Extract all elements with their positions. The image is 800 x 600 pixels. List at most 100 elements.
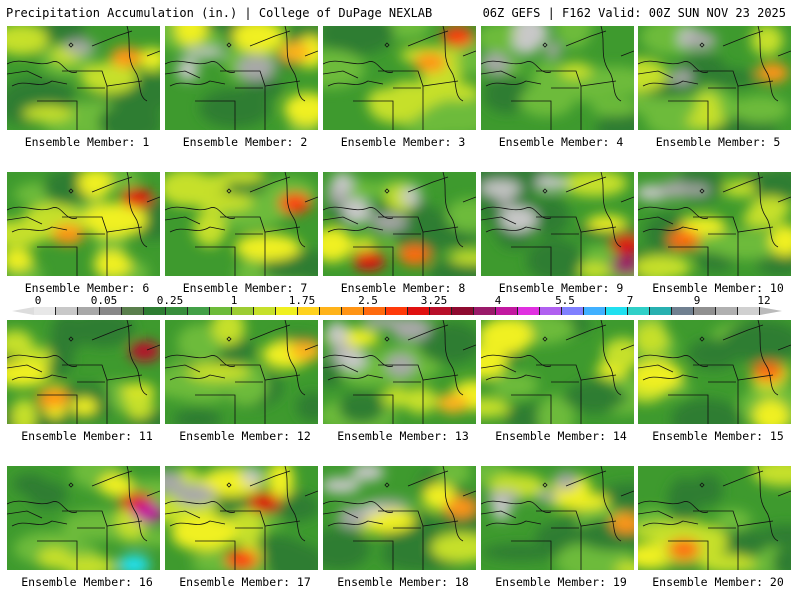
precip-field [692, 473, 724, 506]
precip-map [165, 26, 318, 130]
precip-hotspot [128, 341, 160, 362]
colorbar-segment [210, 307, 232, 315]
boundary-line [600, 320, 622, 396]
member-caption: Ensemble Member: 4 [498, 135, 624, 149]
colorbar-tick-label: 0.05 [90, 294, 118, 307]
station-marker [226, 188, 232, 194]
boundary-line [195, 246, 236, 276]
precip-field [193, 210, 226, 247]
precip-map-svg [165, 466, 318, 570]
boundary-line [327, 374, 384, 381]
boundary-line [757, 320, 779, 396]
precip-hotspot [36, 388, 69, 408]
boundary-line [668, 540, 709, 570]
precip-map [165, 466, 318, 570]
precip-field [709, 229, 785, 260]
boundary-line [220, 510, 301, 527]
precip-field [535, 175, 568, 191]
map-boundaries [481, 172, 634, 276]
precip-field [590, 98, 634, 116]
boundary-line [169, 80, 226, 87]
boundary-line [327, 80, 384, 87]
boundary-line [304, 490, 318, 497]
boundary-line [323, 70, 359, 79]
colorbar-max-arrow [760, 307, 782, 315]
precip-field [351, 466, 385, 481]
precip-field [638, 323, 669, 355]
precip-field [498, 229, 532, 250]
member-caption: Ensemble Member: 6 [24, 281, 150, 295]
precip-field [7, 360, 50, 388]
station-marker [384, 336, 390, 342]
precip-field [71, 397, 98, 416]
boundary-line [126, 320, 148, 396]
station-marker [542, 42, 548, 48]
precip-field [200, 174, 230, 193]
precip-map [481, 172, 634, 276]
boundary-line [304, 344, 318, 351]
precip-map [7, 320, 160, 424]
colorbar-segment [122, 307, 144, 315]
boundary-line [407, 30, 449, 47]
precip-field [561, 388, 630, 408]
precip-field [586, 215, 628, 231]
boundary-line [462, 344, 476, 351]
map-boundaries [323, 26, 476, 130]
precip-field [323, 477, 361, 494]
boundary-line [600, 466, 622, 542]
map-boundaries [638, 172, 791, 276]
precip-map [165, 320, 318, 424]
boundary-line [536, 216, 617, 233]
precip-field [7, 330, 34, 357]
boundary-line [304, 196, 318, 203]
precip-field [491, 371, 539, 399]
boundary-line [378, 70, 459, 87]
precip-field [171, 515, 238, 552]
map-boundaries [7, 26, 160, 130]
boundary-line [165, 510, 201, 519]
precip-field [186, 363, 250, 382]
precip-field [760, 524, 791, 547]
colorbar-segment [540, 307, 562, 315]
boundary-line [485, 226, 542, 233]
precip-map [7, 172, 160, 276]
station-marker [68, 482, 74, 488]
colorbar-segment [276, 307, 298, 315]
member-caption: Ensemble Member: 20 [652, 575, 784, 589]
precip-field [323, 26, 395, 56]
boundary-line [481, 70, 517, 79]
precip-map-svg [481, 320, 634, 424]
precip-field [404, 387, 438, 414]
member-caption: Ensemble Member: 10 [652, 281, 784, 295]
precip-hotspot [289, 341, 318, 362]
boundary-line [442, 320, 464, 396]
precip-field [234, 234, 301, 261]
colorbar-tick-label: 3.25 [420, 294, 448, 307]
boundary-line [442, 172, 464, 248]
boundary-line [378, 216, 459, 233]
boundary-line [668, 100, 709, 130]
boundary-line [642, 374, 699, 381]
boundary-line [638, 364, 674, 373]
chart-title: Precipitation Accumulation (in.) | Colle… [6, 6, 433, 20]
precip-hotspot [279, 193, 312, 214]
precip-hotspot [667, 229, 700, 250]
precip-map [638, 320, 791, 424]
boundary-line [284, 26, 306, 102]
precip-field [599, 482, 634, 511]
boundary-line [284, 172, 306, 248]
colorbar-tick-label: 1 [230, 294, 238, 307]
boundary-line [511, 100, 552, 130]
boundary-line [165, 216, 201, 225]
boundary-line [481, 510, 517, 519]
precip-field [22, 105, 74, 122]
precip-field [555, 26, 592, 49]
precip-field [342, 198, 371, 225]
precip-map-svg [481, 466, 634, 570]
precip-field [98, 473, 133, 497]
precip-field [249, 535, 306, 566]
boundary-line [722, 30, 764, 47]
station-marker [699, 188, 705, 194]
colorbar-segment [34, 307, 56, 315]
boundary-line [442, 26, 464, 102]
